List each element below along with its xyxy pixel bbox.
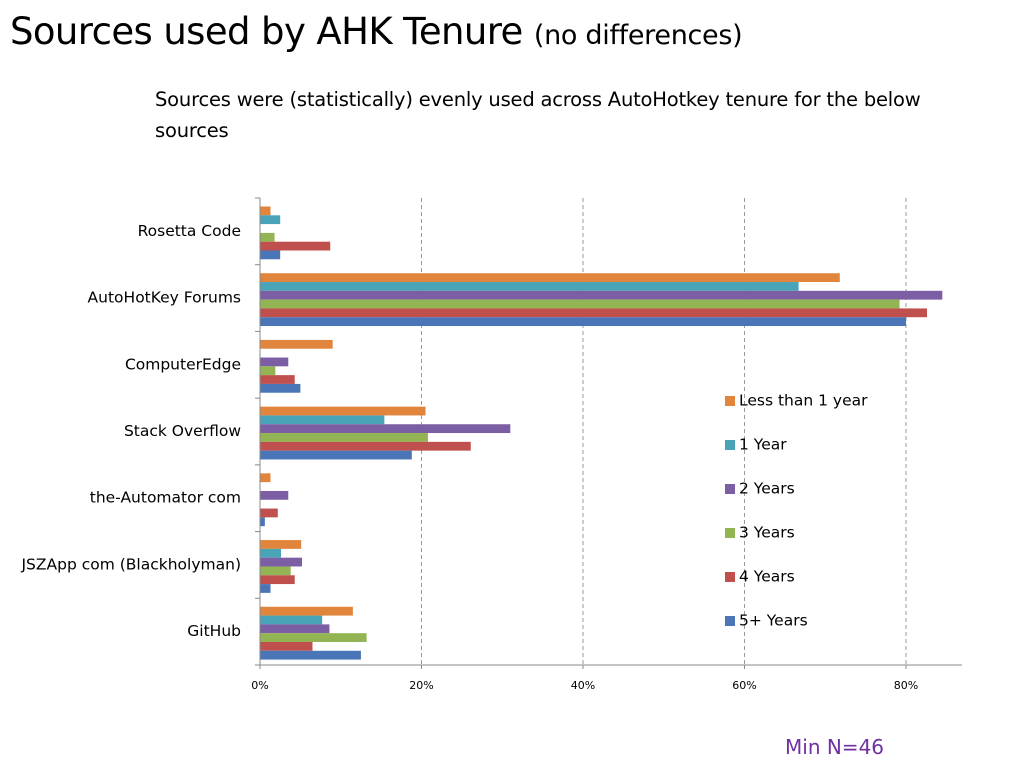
bar bbox=[260, 557, 302, 567]
bar bbox=[260, 215, 281, 225]
bar bbox=[260, 424, 511, 434]
bar bbox=[260, 584, 271, 593]
x-tick-label: 0% bbox=[251, 679, 268, 692]
legend-label: 1 Year bbox=[739, 436, 787, 454]
bar bbox=[260, 241, 331, 251]
x-tick-label: 40% bbox=[571, 679, 595, 692]
bar bbox=[260, 633, 367, 642]
bar bbox=[260, 406, 426, 416]
sample-size-note: Min N=46 bbox=[785, 735, 885, 759]
category-label: AutoHotKey Forums bbox=[88, 289, 241, 307]
legend-swatch bbox=[725, 396, 735, 406]
bar bbox=[260, 606, 353, 616]
bar bbox=[260, 308, 927, 318]
category-label: Rosetta Code bbox=[138, 222, 241, 240]
title-note: (no differences) bbox=[533, 20, 743, 51]
bar bbox=[260, 615, 323, 625]
bar bbox=[260, 566, 291, 576]
bar bbox=[260, 450, 412, 460]
bar bbox=[260, 641, 313, 651]
title-main: Sources used by AHK Tenure bbox=[10, 10, 523, 53]
bar bbox=[260, 433, 428, 442]
bar bbox=[260, 357, 289, 367]
bar bbox=[260, 317, 906, 327]
category-label: JSZApp com (Blackholyman) bbox=[20, 555, 241, 573]
bar bbox=[260, 299, 900, 309]
bar bbox=[260, 290, 943, 300]
bar bbox=[260, 548, 281, 558]
bar bbox=[260, 339, 333, 349]
bar bbox=[260, 232, 275, 242]
bar bbox=[260, 415, 385, 425]
bar bbox=[260, 366, 276, 376]
bar bbox=[260, 650, 361, 660]
bar bbox=[260, 490, 289, 500]
bar bbox=[260, 624, 330, 634]
x-tick-label: 60% bbox=[732, 679, 756, 692]
bars bbox=[260, 206, 943, 660]
slide-subtitle: Sources were (statistically) evenly used… bbox=[155, 88, 921, 142]
category-label: Stack Overflow bbox=[124, 422, 241, 440]
legend-swatch bbox=[725, 572, 735, 582]
bar bbox=[260, 206, 271, 216]
legend-swatch bbox=[725, 528, 735, 538]
legend-label: 2 Years bbox=[739, 480, 795, 498]
legend-swatch bbox=[725, 484, 735, 494]
category-label: ComputerEdge bbox=[125, 355, 241, 373]
bar bbox=[260, 375, 295, 384]
legend-swatch bbox=[725, 440, 735, 450]
bar bbox=[260, 575, 295, 585]
x-tick-label: 20% bbox=[409, 679, 433, 692]
bar bbox=[260, 250, 281, 260]
bar bbox=[260, 540, 302, 549]
legend-label: 5+ Years bbox=[739, 612, 808, 630]
legend-label: 3 Years bbox=[739, 524, 795, 542]
legend-label: Less than 1 year bbox=[739, 392, 868, 410]
bar bbox=[260, 508, 278, 518]
bar bbox=[260, 517, 265, 527]
x-tick-label: 80% bbox=[894, 679, 918, 692]
slide-title: Sources used by AHK Tenure (no differenc… bbox=[10, 10, 743, 53]
bar bbox=[260, 282, 799, 291]
legend-swatch bbox=[725, 616, 735, 626]
axes: Rosetta Code AutoHotKey Forums ComputerEdg… bbox=[20, 197, 962, 692]
legend-label: 4 Years bbox=[739, 568, 795, 586]
category-label: GitHub bbox=[187, 622, 241, 640]
category-label: the-Automator com bbox=[90, 489, 241, 507]
legend: Less than 1 year 1 Year 2 Years 3 Years 4 Ye… bbox=[725, 392, 868, 630]
bar bbox=[260, 273, 840, 283]
bar bbox=[260, 441, 471, 451]
bar bbox=[260, 473, 271, 483]
bar bbox=[260, 383, 301, 393]
